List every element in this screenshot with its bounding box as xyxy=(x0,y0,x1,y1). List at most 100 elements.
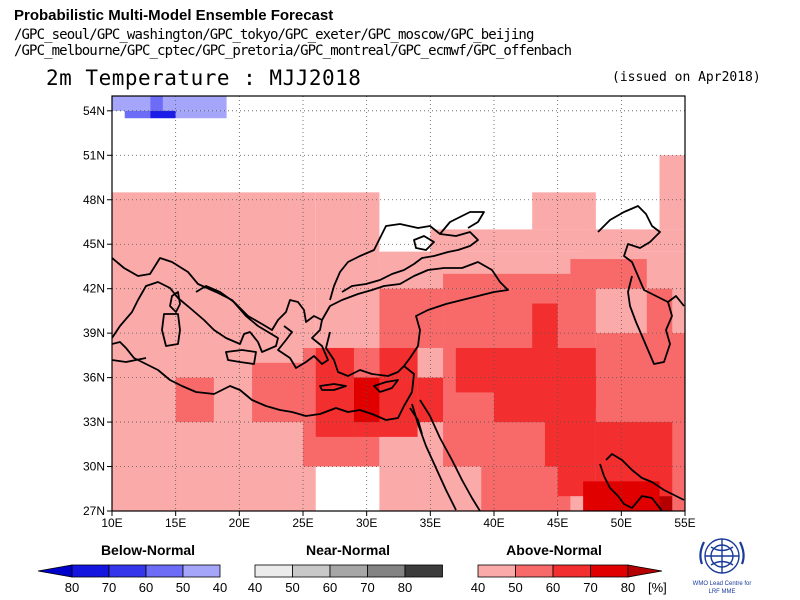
colorbar-value: 50 xyxy=(508,580,522,595)
coastline-corsica xyxy=(169,291,181,313)
colorbar-value: 40 xyxy=(248,580,262,595)
colorbar-segment xyxy=(254,564,293,578)
coastline-cyprus xyxy=(373,379,399,393)
coastline-aqaba xyxy=(409,407,423,435)
near-normal-colorbar: 40 50 60 70 80 xyxy=(248,564,443,595)
colorbar-segment xyxy=(145,564,184,578)
lat-tick-label: 54N xyxy=(83,104,105,118)
colorbar-value: 60 xyxy=(546,580,560,595)
colorbar-segment xyxy=(108,564,147,578)
prob-cell-above-50 xyxy=(175,377,214,423)
wmo-emblem-icon xyxy=(699,538,745,574)
prob-cell-above-60 xyxy=(417,377,444,423)
colorbar-value: 60 xyxy=(323,580,337,595)
colorbar-segment xyxy=(182,564,221,578)
colorbar-segment xyxy=(292,564,331,578)
latitude-tick-labels: 54N 51N 48N 45N 42N 39N 36N 33N 30N 27N xyxy=(83,104,105,518)
wmo-logo: WMO Lead Centre for LRF MME xyxy=(693,538,752,595)
lon-tick-label: 45E xyxy=(547,516,568,530)
colorbar-segment xyxy=(367,564,406,578)
coastline-black-sea xyxy=(329,223,479,301)
prob-cell-above-40 xyxy=(315,192,380,363)
lon-tick-label: 50E xyxy=(611,516,632,530)
logo-text-line-1: WMO Lead Centre for xyxy=(693,581,752,587)
prob-cell-below-40 xyxy=(112,96,151,111)
prob-cell-above-50 xyxy=(379,288,444,348)
coastline-caspian xyxy=(597,205,673,365)
lat-tick-label: 30N xyxy=(83,460,105,474)
coastline-east-caspian xyxy=(667,295,685,307)
probability-shading-layer xyxy=(112,96,685,511)
colorbar-value: 40 xyxy=(213,580,227,595)
lat-tick-label: 36N xyxy=(83,371,105,385)
lon-tick-label: 55E xyxy=(674,516,695,530)
coastlines xyxy=(112,205,685,511)
axis-ticks xyxy=(107,110,686,516)
prob-cell-above-40 xyxy=(659,155,685,230)
prob-cell-above-80 xyxy=(659,496,673,511)
prob-cell-below-60 xyxy=(150,110,176,119)
coastline-turkey xyxy=(321,261,509,377)
above-normal-colorbar: 40 50 60 70 80 xyxy=(471,564,663,595)
colorbar-arrow-left xyxy=(37,564,73,578)
prob-cell-above-40 xyxy=(112,192,316,511)
lon-tick-label: 30E xyxy=(356,516,377,530)
below-normal-label: Below-Normal xyxy=(101,542,195,558)
lon-tick-label: 40E xyxy=(483,516,504,530)
coastline-sardinia xyxy=(161,313,181,347)
logo-text-line-2: LRF MME xyxy=(709,589,736,595)
colorbar-segment xyxy=(404,564,443,578)
lon-tick-label: 20E xyxy=(229,516,250,530)
colorbar-segment xyxy=(552,564,591,578)
coastline-gulf-south xyxy=(599,463,663,511)
forecast-title: Probabilistic Multi-Model Ensemble Forec… xyxy=(14,7,334,24)
prob-cell-above-60 xyxy=(532,303,558,348)
coastline-red-sea-east xyxy=(419,399,481,511)
colorbar-arrow-right xyxy=(627,564,663,578)
prob-cell-below-40 xyxy=(175,110,227,119)
colorbar-value: 80 xyxy=(65,580,79,595)
colorbar-value: 70 xyxy=(360,580,374,595)
coastline-sicily xyxy=(225,349,257,365)
lat-tick-label: 51N xyxy=(83,148,105,162)
below-normal-colorbar: 80 70 60 50 40 xyxy=(37,564,227,595)
coastline-balkans xyxy=(195,285,329,369)
percent-unit-label: [%] xyxy=(648,580,667,595)
prob-cell-above-60 xyxy=(544,422,596,467)
prob-cell-above-50 xyxy=(570,259,647,289)
coastline-crete xyxy=(319,383,347,391)
near-normal-label: Near-Normal xyxy=(306,542,390,558)
colorbar-segment xyxy=(329,564,368,578)
map-frame xyxy=(111,95,686,512)
prob-cell-below-50 xyxy=(124,110,151,119)
colorbar-value: 80 xyxy=(398,580,412,595)
longitude-tick-labels: 10E 15E 20E 25E 30E 35E 40E 45E 50E 55E xyxy=(101,516,695,530)
lat-tick-label: 42N xyxy=(83,282,105,296)
coastline-france-italy xyxy=(112,257,279,353)
coastline-red-sea-west xyxy=(411,403,457,511)
lon-tick-label: 25E xyxy=(292,516,313,530)
prob-cell-above-60 xyxy=(494,377,596,423)
colorbar-value: 70 xyxy=(583,580,597,595)
lat-tick-label: 27N xyxy=(83,504,105,518)
issue-date: (issued on Apr2018) xyxy=(612,70,761,85)
model-list-line-2: /GPC_melbourne/GPC_cptec/GPC_pretoria/GP… xyxy=(14,43,572,59)
prob-cell-below-40 xyxy=(162,96,227,111)
variable-season-title: 2m Temperature : MJJ2018 xyxy=(46,66,362,90)
prob-cell-below-50 xyxy=(150,96,163,111)
coastline-levant-africa xyxy=(112,341,415,421)
colorbar-segment xyxy=(590,564,629,578)
lon-tick-label: 35E xyxy=(420,516,441,530)
colorbar-value: 80 xyxy=(621,580,635,595)
lat-tick-label: 48N xyxy=(83,193,105,207)
colorbar-segment xyxy=(71,564,110,578)
coastline-azov xyxy=(439,211,485,235)
coastline-west-africa xyxy=(112,357,147,363)
lon-tick-label: 10E xyxy=(101,516,122,530)
coastline-crimea xyxy=(413,235,435,251)
lat-tick-label: 33N xyxy=(83,415,105,429)
lon-tick-label: 15E xyxy=(165,516,186,530)
prob-cell-above-50 xyxy=(443,273,571,289)
colorbar-value: 60 xyxy=(139,580,153,595)
